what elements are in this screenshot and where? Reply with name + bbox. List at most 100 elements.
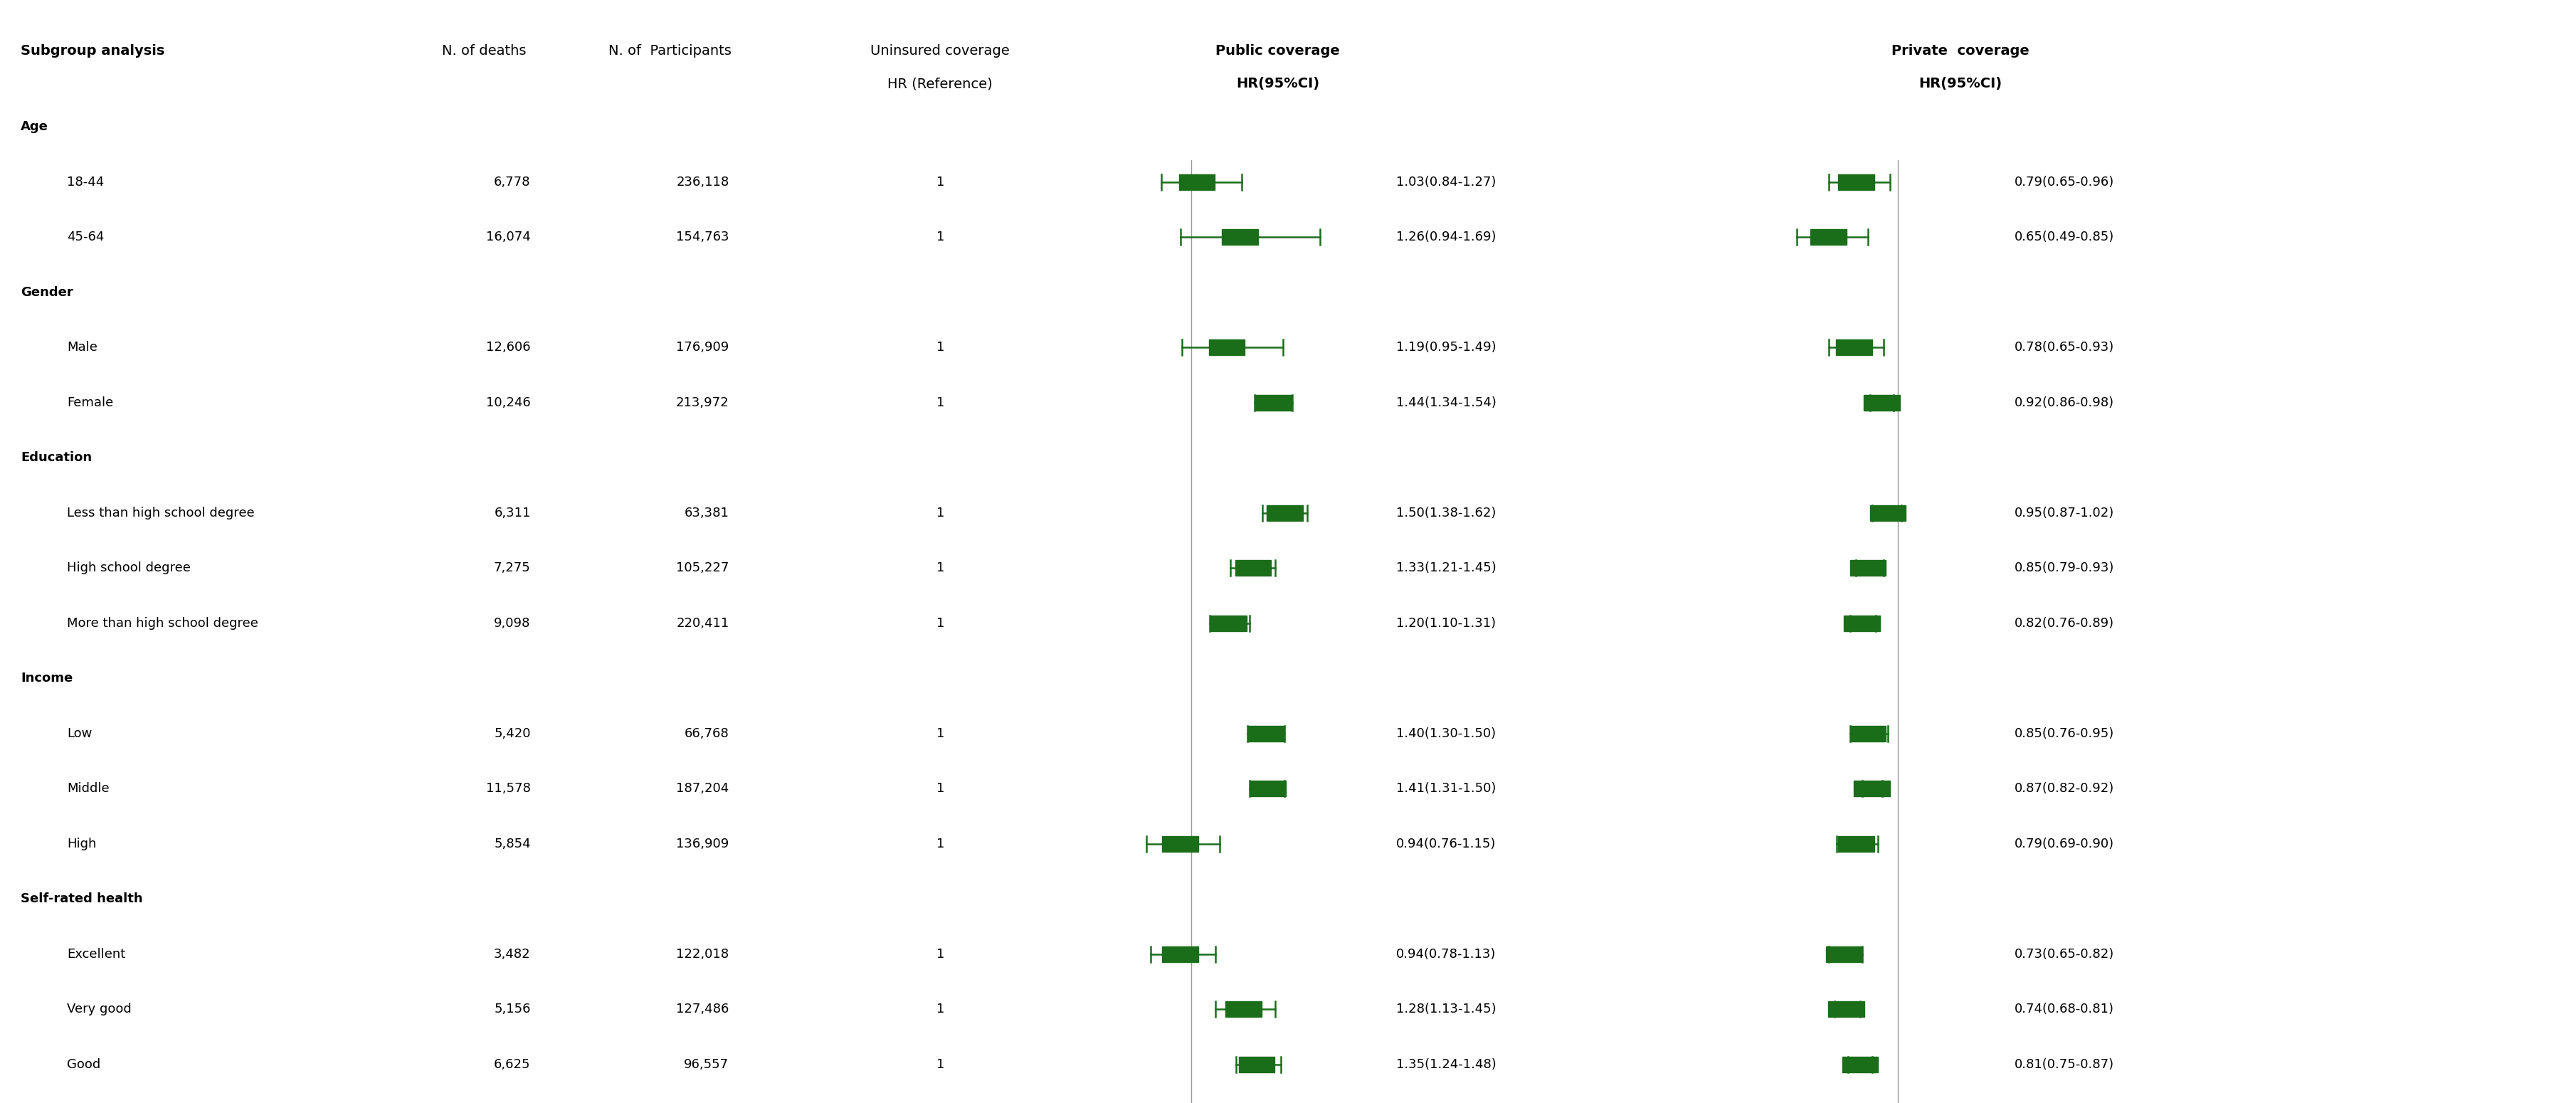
Text: Income: Income bbox=[21, 672, 72, 685]
Text: N. of  Participants: N. of Participants bbox=[608, 44, 732, 57]
Text: 213,972: 213,972 bbox=[675, 396, 729, 409]
Text: 3,482: 3,482 bbox=[495, 947, 531, 961]
Text: 220,411: 220,411 bbox=[675, 617, 729, 630]
Text: 127,486: 127,486 bbox=[675, 1003, 729, 1016]
Text: Self-rated health: Self-rated health bbox=[21, 892, 142, 906]
Text: 1.28(1.13-1.45): 1.28(1.13-1.45) bbox=[1396, 1003, 1497, 1016]
Text: 1: 1 bbox=[935, 506, 945, 520]
Text: 105,227: 105,227 bbox=[675, 561, 729, 575]
Bar bbox=[1239, 1057, 1275, 1072]
Bar bbox=[1865, 395, 1901, 410]
Bar bbox=[1811, 229, 1847, 245]
Bar bbox=[1844, 615, 1880, 631]
Bar bbox=[1850, 560, 1886, 576]
Text: 1: 1 bbox=[935, 1058, 945, 1071]
Text: 1: 1 bbox=[935, 617, 945, 630]
Text: 187,204: 187,204 bbox=[675, 782, 729, 795]
Text: Very good: Very good bbox=[67, 1003, 131, 1016]
Text: 96,557: 96,557 bbox=[685, 1058, 729, 1071]
Bar bbox=[1180, 174, 1216, 190]
Text: 0.78(0.65-0.93): 0.78(0.65-0.93) bbox=[2014, 341, 2115, 354]
Text: N. of deaths: N. of deaths bbox=[443, 44, 526, 57]
Text: 1: 1 bbox=[935, 837, 945, 850]
Bar bbox=[1249, 781, 1285, 796]
Text: 0.73(0.65-0.82): 0.73(0.65-0.82) bbox=[2014, 947, 2115, 961]
Text: HR (Reference): HR (Reference) bbox=[889, 77, 992, 90]
Text: 0.65(0.49-0.85): 0.65(0.49-0.85) bbox=[2014, 231, 2115, 244]
Bar bbox=[1842, 1057, 1878, 1072]
Text: 66,768: 66,768 bbox=[685, 727, 729, 740]
Text: 6,625: 6,625 bbox=[495, 1058, 531, 1071]
Text: Uninsured coverage: Uninsured coverage bbox=[871, 44, 1010, 57]
Text: Age: Age bbox=[21, 120, 49, 133]
Text: 1: 1 bbox=[935, 341, 945, 354]
Text: 0.87(0.82-0.92): 0.87(0.82-0.92) bbox=[2014, 782, 2115, 795]
Text: 10,246: 10,246 bbox=[487, 396, 531, 409]
Text: Private  coverage: Private coverage bbox=[1891, 44, 2030, 57]
Text: 0.95(0.87-1.02): 0.95(0.87-1.02) bbox=[2014, 506, 2115, 520]
Bar bbox=[1234, 560, 1270, 576]
Text: 1: 1 bbox=[935, 396, 945, 409]
Text: 18-44: 18-44 bbox=[67, 175, 103, 189]
Bar bbox=[1211, 615, 1247, 631]
Text: HR(95%CI): HR(95%CI) bbox=[1236, 77, 1319, 90]
Text: 1.33(1.21-1.45): 1.33(1.21-1.45) bbox=[1396, 561, 1497, 575]
Text: 1.26(0.94-1.69): 1.26(0.94-1.69) bbox=[1396, 231, 1497, 244]
Bar bbox=[1255, 395, 1291, 410]
Text: 1.35(1.24-1.48): 1.35(1.24-1.48) bbox=[1396, 1058, 1497, 1071]
Text: 1: 1 bbox=[935, 727, 945, 740]
Text: 9,098: 9,098 bbox=[495, 617, 531, 630]
Text: High school degree: High school degree bbox=[67, 561, 191, 575]
Text: 1.50(1.38-1.62): 1.50(1.38-1.62) bbox=[1396, 506, 1497, 520]
Text: 154,763: 154,763 bbox=[675, 231, 729, 244]
Text: 5,420: 5,420 bbox=[495, 727, 531, 740]
Text: Good: Good bbox=[67, 1058, 100, 1071]
Bar bbox=[1839, 174, 1875, 190]
Text: 6,778: 6,778 bbox=[495, 175, 531, 189]
Text: 1: 1 bbox=[935, 561, 945, 575]
Text: 0.92(0.86-0.98): 0.92(0.86-0.98) bbox=[2014, 396, 2115, 409]
Text: 1: 1 bbox=[935, 231, 945, 244]
Text: 5,156: 5,156 bbox=[495, 1003, 531, 1016]
Bar bbox=[1855, 781, 1891, 796]
Text: 1.03(0.84-1.27): 1.03(0.84-1.27) bbox=[1396, 175, 1497, 189]
Text: 236,118: 236,118 bbox=[675, 175, 729, 189]
Text: 0.85(0.79-0.93): 0.85(0.79-0.93) bbox=[2014, 561, 2115, 575]
Bar bbox=[1850, 726, 1886, 741]
Bar bbox=[1221, 229, 1257, 245]
Text: HR(95%CI): HR(95%CI) bbox=[1919, 77, 2002, 90]
Bar bbox=[1162, 946, 1198, 962]
Text: 45-64: 45-64 bbox=[67, 231, 103, 244]
Text: 0.94(0.76-1.15): 0.94(0.76-1.15) bbox=[1396, 837, 1497, 850]
Text: 1: 1 bbox=[935, 947, 945, 961]
Bar bbox=[1837, 340, 1873, 355]
Text: 136,909: 136,909 bbox=[675, 837, 729, 850]
Text: 11,578: 11,578 bbox=[487, 782, 531, 795]
Bar bbox=[1826, 946, 1862, 962]
Text: Middle: Middle bbox=[67, 782, 108, 795]
Text: 7,275: 7,275 bbox=[495, 561, 531, 575]
Text: 63,381: 63,381 bbox=[685, 506, 729, 520]
Text: 0.94(0.78-1.13): 0.94(0.78-1.13) bbox=[1396, 947, 1497, 961]
Bar bbox=[1839, 836, 1875, 852]
Text: Education: Education bbox=[21, 451, 93, 464]
Bar bbox=[1829, 1002, 1865, 1017]
Text: 176,909: 176,909 bbox=[675, 341, 729, 354]
Text: Subgroup analysis: Subgroup analysis bbox=[21, 44, 165, 57]
Text: 16,074: 16,074 bbox=[487, 231, 531, 244]
Text: 1.41(1.31-1.50): 1.41(1.31-1.50) bbox=[1396, 782, 1497, 795]
Bar bbox=[1162, 836, 1198, 852]
Text: 1.44(1.34-1.54): 1.44(1.34-1.54) bbox=[1396, 396, 1497, 409]
Bar bbox=[1208, 340, 1244, 355]
Text: 0.85(0.76-0.95): 0.85(0.76-0.95) bbox=[2014, 727, 2115, 740]
Text: 12,606: 12,606 bbox=[487, 341, 531, 354]
Text: Public coverage: Public coverage bbox=[1216, 44, 1340, 57]
Text: Male: Male bbox=[67, 341, 98, 354]
Bar bbox=[1226, 1002, 1262, 1017]
Text: Gender: Gender bbox=[21, 286, 72, 299]
Text: 0.74(0.68-0.81): 0.74(0.68-0.81) bbox=[2014, 1003, 2115, 1016]
Text: Low: Low bbox=[67, 727, 93, 740]
Text: 1: 1 bbox=[935, 175, 945, 189]
Text: 0.79(0.65-0.96): 0.79(0.65-0.96) bbox=[2014, 175, 2115, 189]
Text: Excellent: Excellent bbox=[67, 947, 126, 961]
